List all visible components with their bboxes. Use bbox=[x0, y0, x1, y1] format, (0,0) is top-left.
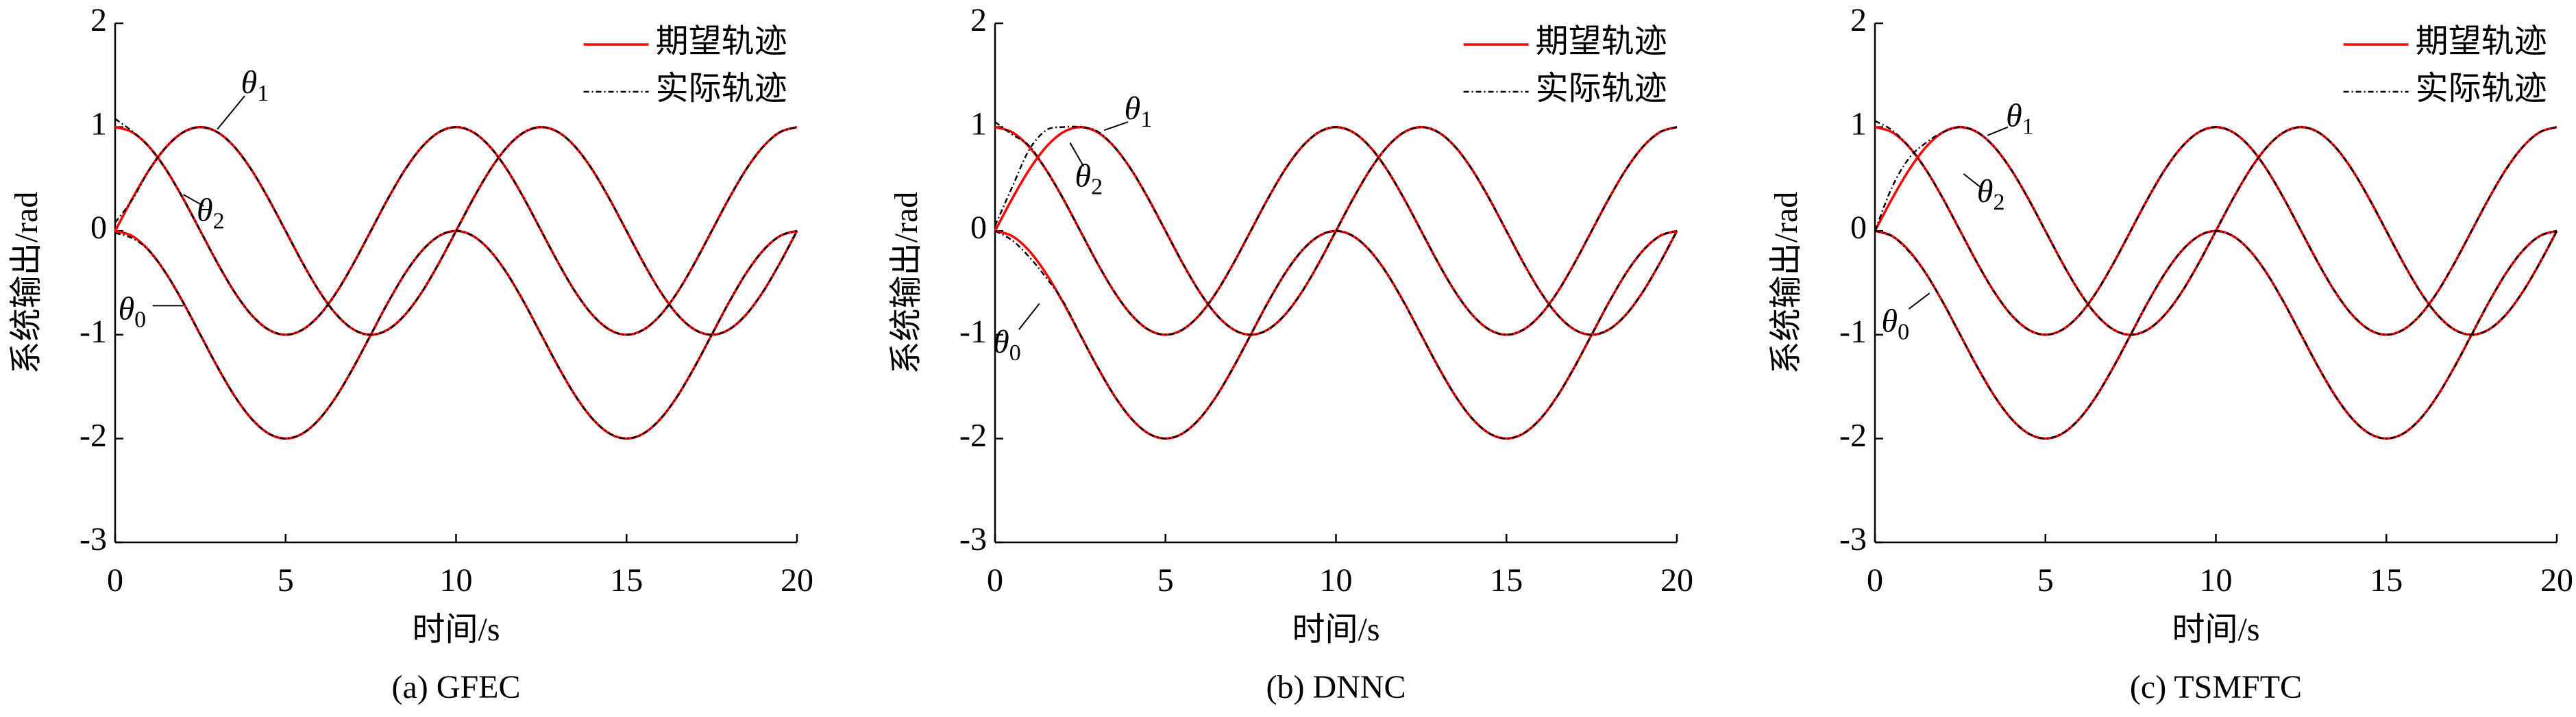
data-line bbox=[114, 126, 798, 336]
annotation-subscript: 0 bbox=[134, 307, 146, 332]
annotation-symbol: θ bbox=[197, 192, 213, 228]
annotation-symbol: θ bbox=[2006, 97, 2022, 134]
annotation-symbol: θ bbox=[1882, 303, 1898, 340]
y-tick-label: 2 bbox=[90, 2, 107, 38]
x-tick-label: 15 bbox=[610, 562, 643, 599]
x-axis-label: 时间/s bbox=[412, 612, 500, 648]
y-axis-label: 系统输出/rad bbox=[888, 192, 924, 375]
annotation-subscript: 2 bbox=[213, 208, 225, 234]
x-tick-label: 5 bbox=[278, 562, 294, 599]
data-line bbox=[1874, 126, 2558, 336]
y-axis-label: 系统输出/rad bbox=[1768, 192, 1804, 375]
annotation-symbol: θ bbox=[119, 290, 135, 327]
x-tick-label: 15 bbox=[2370, 562, 2403, 599]
y-tick-label: -1 bbox=[79, 314, 107, 350]
caption: (a) GFEC bbox=[392, 669, 521, 705]
x-tick-label: 10 bbox=[1320, 562, 1353, 599]
legend-label: 实际轨迹 bbox=[656, 71, 787, 107]
y-tick-label: 0 bbox=[970, 210, 987, 246]
annotation-leader bbox=[1909, 292, 1930, 310]
annotation-leader bbox=[1069, 142, 1085, 167]
annotation: θ2 bbox=[1977, 173, 2005, 215]
legend-label: 实际轨迹 bbox=[1536, 71, 1667, 107]
y-tick-label: -3 bbox=[79, 521, 107, 557]
y-tick-label: -2 bbox=[79, 417, 107, 453]
x-tick-label: 20 bbox=[781, 562, 813, 599]
annotation-subscript: 0 bbox=[1009, 340, 1021, 366]
y-tick-label: -2 bbox=[959, 417, 987, 453]
annotation-leader bbox=[1963, 173, 1981, 188]
data-line bbox=[114, 118, 798, 336]
y-tick-label: -3 bbox=[1839, 521, 1867, 557]
annotation: θ1 bbox=[2006, 97, 2034, 139]
annotation-symbol: θ bbox=[241, 64, 258, 101]
annotation: θ0 bbox=[119, 290, 147, 332]
y-tick-label: 0 bbox=[90, 210, 107, 246]
y-tick-label: 1 bbox=[1850, 106, 1867, 142]
data-line bbox=[994, 125, 1678, 336]
caption: (c) TSMFTC bbox=[2130, 669, 2302, 705]
data-line bbox=[994, 125, 1678, 336]
legend-label: 期望轨迹 bbox=[656, 23, 787, 60]
y-tick-label: 2 bbox=[1850, 2, 1867, 38]
x-tick-label: 5 bbox=[1157, 562, 1174, 599]
x-tick-label: 5 bbox=[2037, 562, 2054, 599]
annotation: θ1 bbox=[241, 64, 269, 106]
data-line bbox=[994, 229, 1678, 440]
x-tick-label: 20 bbox=[2540, 562, 2573, 599]
annotation-subscript: 2 bbox=[1993, 190, 2004, 215]
legend-label: 期望轨迹 bbox=[2416, 23, 2547, 60]
annotation-subscript: 1 bbox=[1140, 107, 1152, 132]
x-tick-label: 20 bbox=[1660, 562, 1693, 599]
annotation-subscript: 2 bbox=[1091, 174, 1103, 199]
annotation-leader bbox=[217, 95, 245, 130]
data-line bbox=[1874, 120, 2557, 336]
x-tick-label: 15 bbox=[1490, 562, 1523, 599]
annotation-subscript: 1 bbox=[2022, 114, 2034, 139]
x-tick-label: 10 bbox=[440, 562, 473, 599]
annotation: θ0 bbox=[1882, 303, 1910, 345]
y-tick-label: 0 bbox=[1850, 210, 1867, 246]
annotation-symbol: θ bbox=[1125, 90, 1141, 127]
y-tick-label: -1 bbox=[1839, 314, 1867, 350]
annotation: θ2 bbox=[197, 192, 225, 234]
y-tick-label: -1 bbox=[959, 314, 987, 350]
annotation-leader bbox=[183, 194, 204, 207]
y-tick-label: -2 bbox=[1839, 417, 1867, 453]
annotation-subscript: 0 bbox=[1898, 319, 1909, 344]
annotation-symbol: θ bbox=[1977, 173, 1994, 210]
annotation: θ2 bbox=[1075, 158, 1103, 199]
data-line bbox=[994, 121, 1678, 336]
legend-label: 期望轨迹 bbox=[1536, 23, 1667, 60]
data-line bbox=[114, 229, 798, 440]
caption: (b) DNNC bbox=[1266, 669, 1406, 705]
annotation-leader bbox=[1018, 303, 1040, 330]
x-tick-label: 10 bbox=[2200, 562, 2233, 599]
y-tick-label: 1 bbox=[970, 106, 987, 142]
y-tick-label: 2 bbox=[970, 2, 987, 38]
annotation-subscript: 1 bbox=[257, 81, 269, 106]
y-tick-label: -3 bbox=[959, 521, 987, 557]
x-tick-label: 0 bbox=[107, 562, 123, 599]
annotation: θ0 bbox=[993, 324, 1021, 366]
x-axis-label: 时间/s bbox=[1292, 612, 1379, 648]
annotation-symbol: θ bbox=[1075, 158, 1092, 194]
annotation-symbol: θ bbox=[993, 324, 1009, 360]
legend-label: 实际轨迹 bbox=[2416, 71, 2547, 107]
annotation: θ1 bbox=[1125, 90, 1153, 132]
annotation-leader bbox=[1987, 126, 2009, 136]
x-axis-label: 时间/s bbox=[2172, 612, 2259, 648]
y-axis-label: 系统输出/rad bbox=[8, 192, 45, 375]
y-tick-label: 1 bbox=[90, 106, 107, 142]
x-tick-label: 0 bbox=[987, 562, 1003, 599]
x-tick-label: 0 bbox=[1867, 562, 1883, 599]
annotation-leader bbox=[1103, 121, 1129, 131]
